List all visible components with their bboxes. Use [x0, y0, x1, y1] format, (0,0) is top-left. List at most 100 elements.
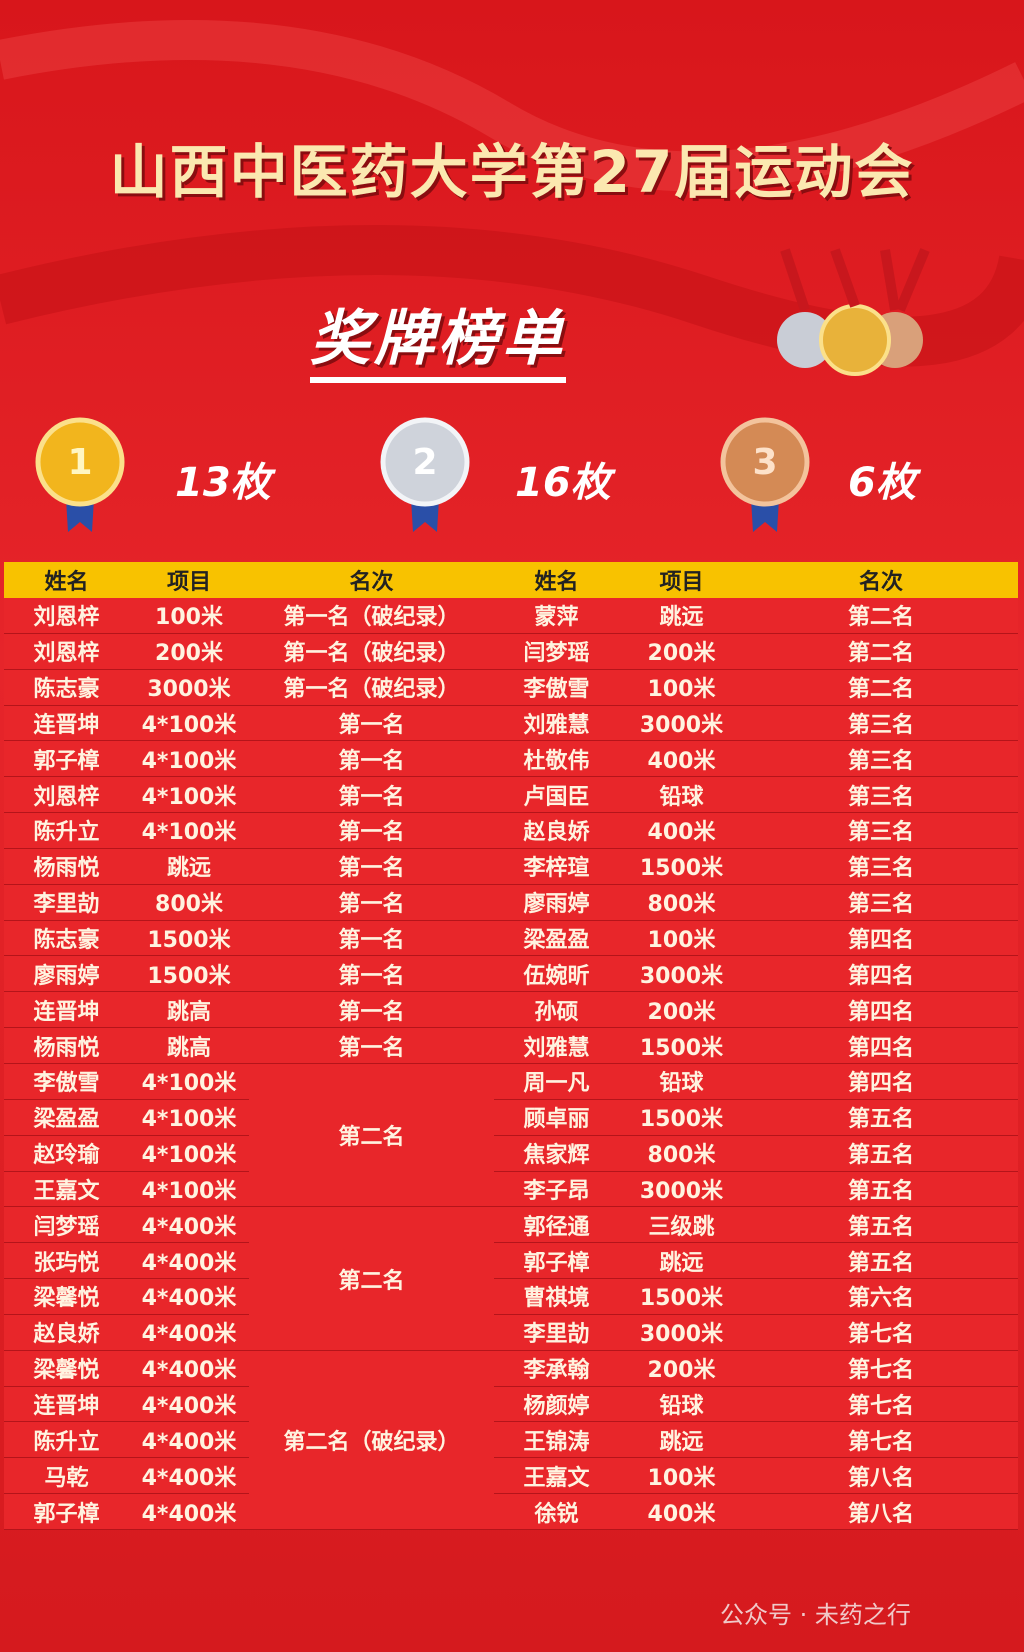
rank-cell: 第二名	[249, 1207, 494, 1351]
rank-cell: 第四名	[744, 920, 1018, 957]
name-cell: 连晋坤	[4, 1386, 129, 1423]
name-cell: 连晋坤	[4, 705, 129, 742]
event-cell: 3000米	[619, 956, 744, 993]
name-cell: 伍婉昕	[494, 956, 619, 993]
name-cell: 廖雨婷	[494, 884, 619, 921]
event-cell: 铅球	[619, 1064, 744, 1100]
event-cell: 4*100米	[129, 777, 249, 814]
event-cell: 4*400米	[129, 1243, 249, 1280]
name-cell: 杜敬伟	[494, 741, 619, 778]
event-cell: 4*400米	[129, 1458, 249, 1495]
event-cell: 400米	[619, 741, 744, 778]
event-cell: 100米	[619, 1458, 744, 1495]
rank-cell: 第七名	[744, 1422, 1018, 1459]
rank-cell: 第三名	[744, 741, 1018, 778]
event-cell: 4*400米	[129, 1279, 249, 1315]
event-cell: 3000米	[619, 705, 744, 742]
rank-cell: 第一名	[249, 956, 494, 993]
event-cell: 4*400米	[129, 1494, 249, 1530]
name-cell: 李傲雪	[4, 1064, 129, 1100]
name-cell: 郭子樟	[4, 741, 129, 778]
name-cell: 杨颜婷	[494, 1386, 619, 1423]
rank-cell: 第一名	[249, 1028, 494, 1064]
event-cell: 3000米	[129, 669, 249, 706]
rank-cell: 第二名（破纪录）	[249, 1350, 494, 1530]
name-cell: 陈志豪	[4, 669, 129, 706]
name-cell: 卢国臣	[494, 777, 619, 814]
rank-cell: 第四名	[744, 956, 1018, 993]
medal-count: 13枚	[175, 460, 271, 506]
event-cell: 4*100米	[129, 813, 249, 849]
rank-cell: 第八名	[744, 1494, 1018, 1530]
name-cell: 陈志豪	[4, 920, 129, 957]
rank-cell: 第八名	[744, 1458, 1018, 1495]
rank-cell: 第五名	[744, 1243, 1018, 1280]
event-cell: 800米	[129, 884, 249, 921]
rank-cell: 第四名	[744, 1028, 1018, 1064]
event-cell: 三级跳	[619, 1207, 744, 1244]
name-cell: 张玙悦	[4, 1243, 129, 1280]
event-cell: 1500米	[129, 956, 249, 993]
rank-cell: 第四名	[744, 1064, 1018, 1100]
rank-cell: 第七名	[744, 1350, 1018, 1387]
event-cell: 4*400米	[129, 1422, 249, 1459]
event-cell: 跳远	[129, 848, 249, 885]
name-cell: 顾卓丽	[494, 1099, 619, 1136]
name-cell: 廖雨婷	[4, 956, 129, 993]
rank-cell: 第五名	[744, 1135, 1018, 1172]
event-cell: 1500米	[619, 1279, 744, 1315]
event-cell: 200米	[619, 1350, 744, 1387]
name-cell: 赵良娇	[494, 813, 619, 849]
event-cell: 跳高	[129, 992, 249, 1029]
rank-cell: 第一名（破纪录）	[249, 633, 494, 670]
title: 山西中医药大学第27届运动会	[109, 138, 915, 206]
event-cell: 跳高	[129, 1028, 249, 1064]
name-cell: 李里劼	[494, 1314, 619, 1351]
name-cell: 闫梦瑶	[494, 633, 619, 670]
name-cell: 李里劼	[4, 884, 129, 921]
event-cell: 4*100米	[129, 1064, 249, 1100]
event-cell: 跳远	[619, 1243, 744, 1280]
event-cell: 200米	[619, 992, 744, 1029]
name-cell: 周一凡	[494, 1064, 619, 1100]
subtitle: 奖牌榜单	[310, 290, 566, 383]
event-cell: 4*400米	[129, 1314, 249, 1351]
name-cell: 赵玲瑜	[4, 1135, 129, 1172]
rank-cell: 第一名	[249, 741, 494, 778]
rank-cell: 第一名	[249, 992, 494, 1029]
rank-cell: 第一名（破纪录）	[249, 598, 494, 634]
watermark: 公众号 · 未药之行	[720, 1601, 911, 1629]
rank-cell: 第五名	[744, 1207, 1018, 1244]
name-cell: 李傲雪	[494, 669, 619, 706]
name-cell: 徐锐	[494, 1494, 619, 1530]
event-cell: 100米	[129, 598, 249, 634]
rank-cell: 第五名	[744, 1171, 1018, 1208]
name-cell: 曹祺境	[494, 1279, 619, 1315]
event-cell: 4*400米	[129, 1350, 249, 1387]
name-cell: 梁盈盈	[494, 920, 619, 957]
event-cell: 跳远	[619, 1422, 744, 1459]
event-cell: 3000米	[619, 1171, 744, 1208]
rank-cell: 第一名	[249, 777, 494, 814]
rank-cell: 第二名	[249, 1064, 494, 1208]
rank-cell: 第二名	[744, 598, 1018, 634]
rank-cell: 第一名	[249, 920, 494, 957]
name-cell: 陈升立	[4, 1422, 129, 1459]
event-cell: 4*100米	[129, 705, 249, 742]
name-cell: 王嘉文	[494, 1458, 619, 1495]
header-cell: 项目	[619, 562, 744, 598]
name-cell: 梁馨悦	[4, 1279, 129, 1315]
name-cell: 王嘉文	[4, 1171, 129, 1208]
event-cell: 400米	[619, 813, 744, 849]
rank-cell: 第四名	[744, 992, 1018, 1029]
medal-table: 姓名 项目 名次 姓名 项目 名次 第一名（破纪录） 刘恩梓 100米 第一名（破纪录） 刘恩梓 20…	[4, 562, 1018, 1530]
event-cell: 跳远	[619, 598, 744, 634]
name-cell: 刘恩梓	[4, 777, 129, 814]
event-cell: 4*400米	[129, 1207, 249, 1244]
medal-count: 16枚	[515, 460, 611, 506]
event-cell: 4*100米	[129, 741, 249, 778]
name-cell: 刘雅慧	[494, 1028, 619, 1064]
rank-cell: 第六名	[744, 1279, 1018, 1315]
name-cell: 孙硕	[494, 992, 619, 1029]
